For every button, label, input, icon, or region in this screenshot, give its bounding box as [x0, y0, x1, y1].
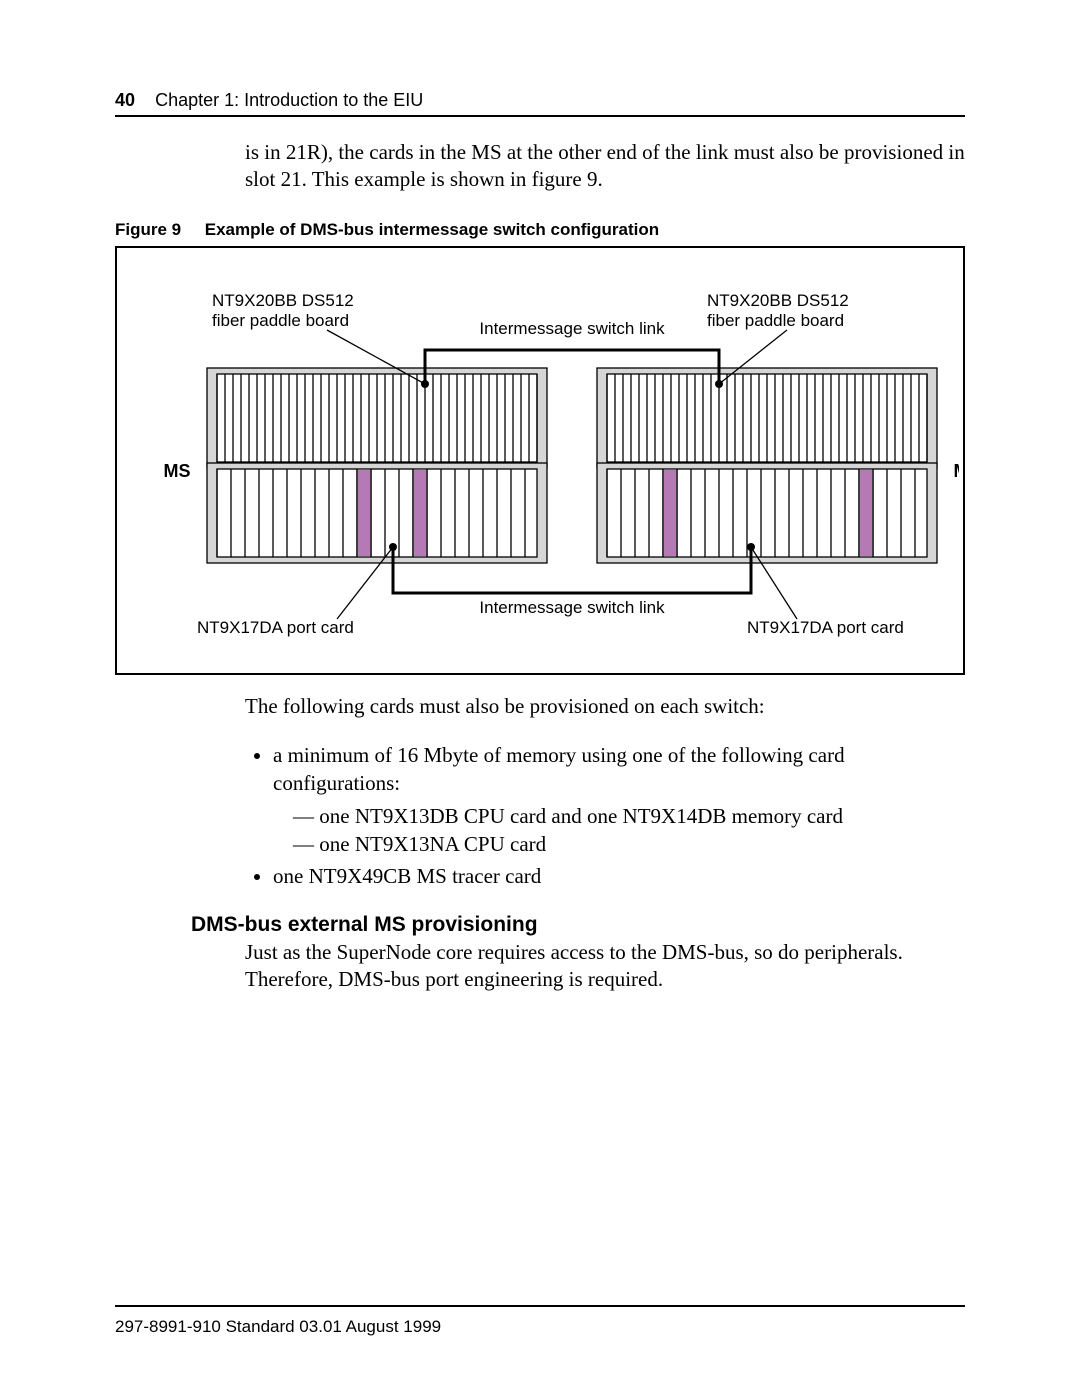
bullet-item: one NT9X49CB MS tracer card: [273, 862, 965, 890]
bullet-text: a minimum of 16 Mbyte of memory using on…: [273, 743, 845, 795]
svg-text:Intermessage switch link: Intermessage switch link: [479, 319, 665, 338]
svg-text:NT9X20BB DS512: NT9X20BB DS512: [707, 291, 849, 310]
svg-text:Intermessage switch link: Intermessage switch link: [479, 598, 665, 617]
page-number: 40: [115, 90, 135, 110]
section-body: Just as the SuperNode core requires acce…: [245, 939, 965, 994]
bullet-item: a minimum of 16 Mbyte of memory using on…: [273, 741, 965, 858]
svg-text:fiber paddle board: fiber paddle board: [212, 311, 349, 330]
after-paragraph: The following cards must also be provisi…: [245, 693, 965, 720]
footer: 297-8991-910 Standard 03.01 August 1999: [115, 1305, 965, 1337]
svg-text:fiber paddle board: fiber paddle board: [707, 311, 844, 330]
bullet-list: a minimum of 16 Mbyte of memory using on…: [245, 741, 965, 891]
dash-item: one NT9X13NA CPU card: [293, 830, 965, 858]
figure-svg: MSMSNT9X20BB DS512fiber paddle boardNT9X…: [117, 248, 959, 668]
running-header: 40 Chapter 1: Introduction to the EIU: [115, 90, 965, 117]
figure-box: MSMSNT9X20BB DS512fiber paddle boardNT9X…: [115, 246, 965, 675]
figure-caption: Figure 9 Example of DMS-bus intermessage…: [115, 220, 965, 240]
figure-caption-text: Example of DMS-bus intermessage switch c…: [205, 220, 659, 239]
svg-text:NT9X17DA port card: NT9X17DA port card: [197, 618, 354, 637]
svg-text:NT9X17DA port card: NT9X17DA port card: [747, 618, 904, 637]
dash-list: one NT9X13DB CPU card and one NT9X14DB m…: [273, 802, 965, 859]
svg-text:MS: MS: [164, 461, 191, 481]
svg-text:MS: MS: [954, 461, 960, 481]
svg-text:NT9X20BB DS512: NT9X20BB DS512: [212, 291, 354, 310]
figure-caption-prefix: Figure 9: [115, 220, 181, 239]
section-heading: DMS-bus external MS provisioning: [191, 913, 965, 937]
intro-paragraph: is in 21R), the cards in the MS at the o…: [245, 139, 965, 194]
dash-item: one NT9X13DB CPU card and one NT9X14DB m…: [293, 802, 965, 830]
page: 40 Chapter 1: Introduction to the EIU is…: [0, 0, 1080, 1397]
chapter-title: Chapter 1: Introduction to the EIU: [155, 90, 423, 110]
